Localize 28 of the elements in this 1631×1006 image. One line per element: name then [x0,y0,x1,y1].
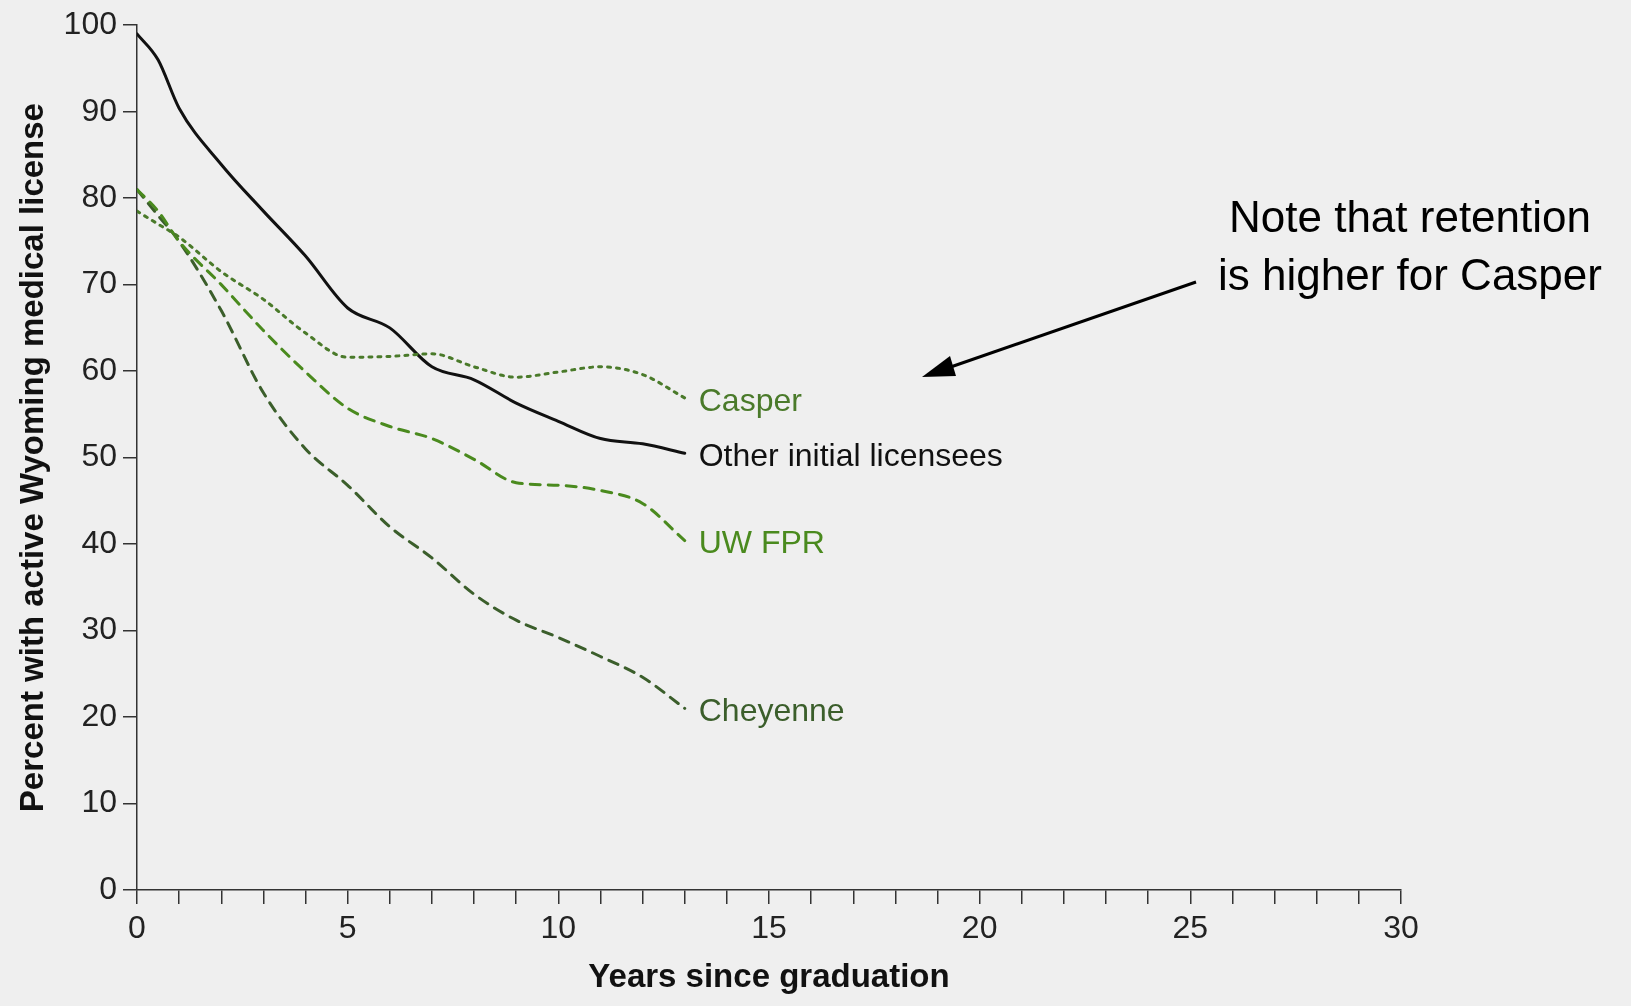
y-tick-label: 20 [81,696,117,733]
annotation: Note that retention is higher for Casper [1217,191,1603,301]
x-tick-label: 5 [338,909,357,946]
series-label: Cheyenne [698,692,845,729]
y-tick-label: 30 [81,610,117,647]
y-tick-label: 60 [81,350,117,387]
x-tick-label: 20 [961,909,998,946]
line-series [136,209,687,400]
x-tick-label: 25 [1172,909,1209,946]
line-series [136,188,687,543]
x-axis-title: Years since graduation [588,957,950,995]
x-tick-label: 10 [540,909,577,946]
y-tick-label: 80 [81,177,117,214]
series-label: UW FPR [698,524,825,561]
y-tick-label: 100 [63,5,117,42]
y-tick-label: 70 [81,264,117,301]
series-label: Other initial licensees [698,437,1003,474]
series-label: Casper [698,381,803,418]
y-tick-label: 90 [81,91,117,128]
x-tick-label: 30 [1383,909,1419,946]
x-tick-label: 0 [128,909,146,946]
y-tick-label: 0 [99,869,117,906]
y-tick-label: 50 [81,437,117,474]
line-series [136,32,687,455]
y-tick-label: 40 [81,523,117,560]
y-tick-label: 10 [81,783,117,820]
y-axis-title: Percent with active Wyoming medical license [12,103,50,813]
x-tick-label: 15 [751,909,787,946]
